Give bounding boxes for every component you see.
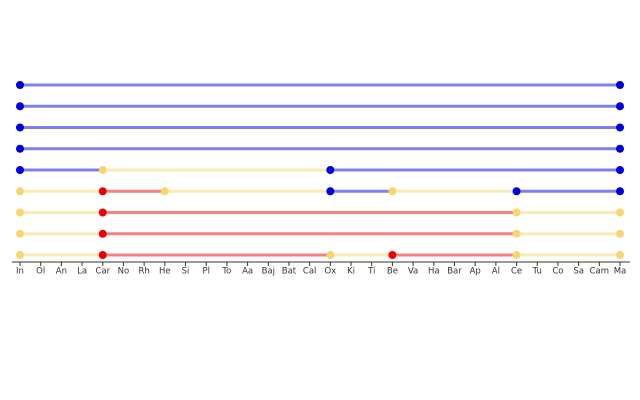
x-tick-label: Tu <box>532 267 542 277</box>
segment-start <box>160 187 169 196</box>
x-tick-label: La <box>77 267 87 277</box>
segment-end <box>616 187 624 196</box>
x-tick-label: Sa <box>573 267 584 277</box>
x-tick-label: Bar <box>447 267 462 277</box>
segment-start <box>512 187 521 196</box>
x-tick-label: Car <box>95 267 110 277</box>
segment-start <box>388 187 397 196</box>
x-tick-label: Ap <box>470 267 481 277</box>
segment-start <box>326 166 335 174</box>
segment-start <box>16 251 24 259</box>
segment-end <box>616 81 624 89</box>
x-tick-label: Ol <box>36 267 45 277</box>
segment-start <box>16 229 24 238</box>
x-tick-label: An <box>56 267 67 277</box>
segment-start <box>16 81 24 89</box>
x-tick-label: Al <box>492 267 500 277</box>
x-tick-label: Rh <box>138 267 149 277</box>
segment-end <box>616 123 624 132</box>
x-tick-label: Ki <box>347 267 355 277</box>
segment-end <box>616 229 624 238</box>
x-tick-label: He <box>159 267 171 277</box>
segment-start <box>98 187 107 196</box>
segment-start <box>98 229 107 238</box>
x-tick-label: In <box>16 267 24 277</box>
x-tick-label: Cam <box>590 267 609 277</box>
x-tick-label: No <box>118 267 130 277</box>
x-tick-label: Ce <box>511 267 522 277</box>
segment-end <box>616 251 624 259</box>
segment-start <box>98 166 107 174</box>
segment-end <box>616 144 624 153</box>
segment-start <box>16 144 24 153</box>
x-tick-label: Si <box>182 267 190 277</box>
segment-start <box>16 187 24 196</box>
segment-start <box>98 208 107 217</box>
x-tick-label: Cal <box>303 267 317 277</box>
segment-start <box>512 208 521 217</box>
segment-end <box>616 102 624 111</box>
x-tick-label: Be <box>387 267 398 277</box>
x-tick-label: To <box>221 267 231 277</box>
segment-start <box>16 123 24 132</box>
x-tick-label: Ox <box>324 267 336 277</box>
x-tick-label: Ti <box>367 267 375 277</box>
segment-start <box>16 166 24 174</box>
segment-start <box>16 102 24 111</box>
segment-start <box>512 251 521 259</box>
x-tick-label: Ha <box>428 267 440 277</box>
segment-start <box>326 187 335 196</box>
x-tick-label: Baj <box>262 267 275 277</box>
segment-end <box>616 166 624 174</box>
x-tick-label: Aa <box>242 267 253 277</box>
x-tick-label: Pl <box>202 267 210 277</box>
segment-end <box>616 208 624 217</box>
segment-start <box>16 208 24 217</box>
segment-start <box>388 251 397 259</box>
x-tick-label: Va <box>408 267 418 277</box>
segment-start <box>326 251 335 259</box>
x-tick-label: Bat <box>282 267 297 277</box>
x-tick-label: Ma <box>614 267 627 277</box>
x-tick-label: Co <box>552 267 563 277</box>
segment-start <box>98 251 107 259</box>
segment-start <box>512 229 521 238</box>
